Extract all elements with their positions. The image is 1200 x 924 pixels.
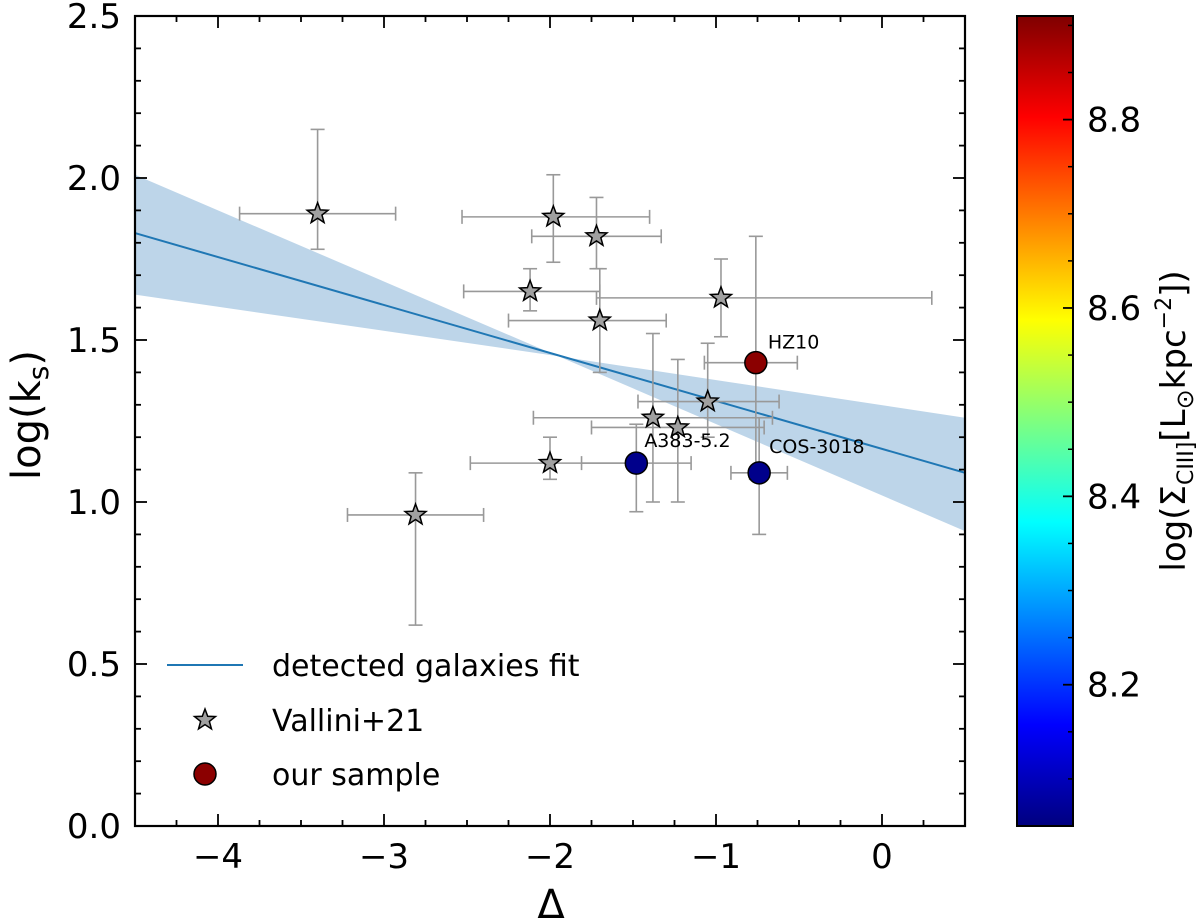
y-axis-title: log(ks) — [4, 350, 55, 480]
y-tick-label: 1.0 — [67, 483, 121, 523]
colorbar-tick-label: 8.2 — [1087, 666, 1141, 706]
error-bar — [346, 472, 485, 626]
sample-point-hz10 — [744, 350, 768, 375]
vallini-star-point — [587, 307, 613, 332]
vallini-star-point — [403, 501, 429, 526]
x-tick-label: 0 — [871, 837, 893, 877]
sample-label: COS-3018 — [769, 436, 865, 458]
colorbar-tick-label: 8.4 — [1087, 477, 1141, 517]
sample-point-cos-3018 — [747, 461, 771, 485]
error-bar — [595, 258, 933, 338]
vallini-star-point — [708, 284, 734, 309]
x-tick-label: −2 — [525, 837, 575, 877]
sample-label: A383-5.2 — [644, 430, 730, 452]
y-tick-label: 2.0 — [67, 159, 121, 199]
colorbar-ticks: 8.2 8.4 8.6 8.8 — [1063, 24, 1141, 780]
colorbar-gradient — [1016, 15, 1074, 827]
legend: detected galaxies fit Vallini+21 our sam… — [167, 649, 580, 793]
vallini-star-point — [583, 223, 609, 247]
x-axis-title: Δ — [537, 882, 565, 920]
vallini-star-point — [517, 278, 543, 303]
sample-label: HZ10 — [768, 332, 819, 354]
legend-sample-label: our sample — [272, 758, 440, 793]
x-tick-label: −4 — [193, 837, 243, 877]
colorbar: 8.2 8.4 8.6 8.8 log(ΣCIII][L⊙kpc−2]) — [1016, 15, 1199, 827]
vallini-star-point — [640, 404, 666, 429]
x-tick-label: −3 — [359, 837, 409, 877]
y-tick-label: 2.5 — [67, 0, 121, 37]
legend-vallini-label: Vallini+21 — [272, 704, 424, 739]
y-tick-label: 0.5 — [67, 645, 121, 685]
sample-point-a383-5.2 — [624, 451, 649, 475]
vallini-star-point — [305, 200, 331, 225]
legend-sample-marker — [193, 762, 217, 786]
legend-star-marker — [192, 706, 218, 731]
vallini-star-point — [665, 414, 691, 439]
colorbar-tick-label: 8.6 — [1087, 289, 1141, 329]
y-tick-label: 0.0 — [67, 807, 121, 847]
legend-fit-label: detected galaxies fit — [272, 649, 580, 684]
vallini-star-point — [540, 203, 566, 228]
plot-area: HZ10 A383-5.2 COS-3018 −4 −3 −2 −1 0 0.0 0.5 1.0 1.… — [67, 0, 967, 877]
vallini-star-point — [537, 449, 563, 474]
x-tick-label: −1 — [691, 837, 741, 877]
colorbar-tick-label: 8.8 — [1087, 101, 1141, 141]
fit-line — [134, 232, 966, 474]
y-tick-label: 1.5 — [67, 321, 121, 361]
vallini-star-point — [695, 388, 721, 413]
colorbar-title: log(ΣCIII][L⊙kpc−2]) — [1152, 270, 1199, 571]
